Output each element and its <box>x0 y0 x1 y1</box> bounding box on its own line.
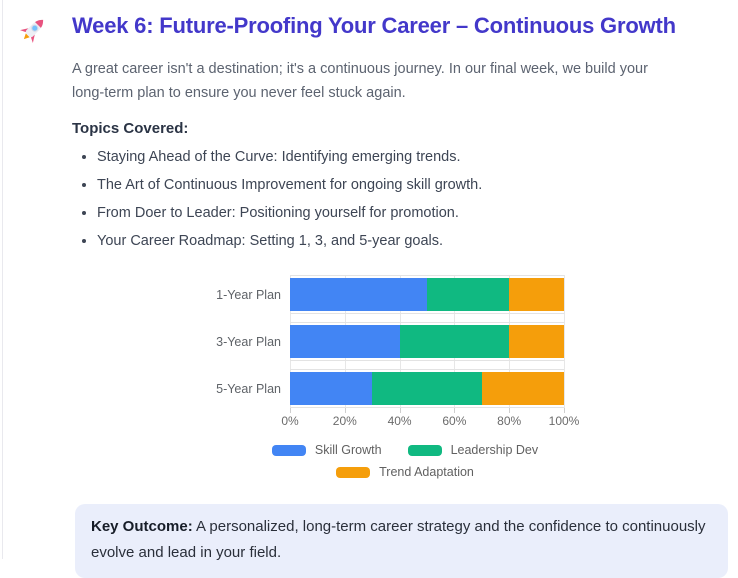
rocket-icon <box>20 19 44 43</box>
stacked-bar <box>290 278 564 311</box>
axis-tick-label: 60% <box>442 414 467 428</box>
legend-item: Skill Growth <box>271 443 382 457</box>
chart-band <box>290 369 564 408</box>
chart-x-axis: 0% 20% 40% 60% 80% 100% <box>281 408 579 430</box>
legend-item: Leadership Dev <box>407 443 539 457</box>
axis-tick-label: 0% <box>281 414 299 428</box>
chart-legend: Skill Growth Leadership Dev Trend Adaptati… <box>250 443 560 479</box>
stacked-bar <box>290 325 564 358</box>
bar-segment <box>290 325 400 358</box>
page-title: Week 6: Future-Proofing Your Career – Co… <box>72 13 676 38</box>
bar-segment <box>290 372 373 405</box>
topic-item: Staying Ahead of the Curve: Identifying … <box>97 149 738 166</box>
bar-segment <box>481 372 564 405</box>
axis-tick-mark <box>290 408 291 413</box>
card-header: Week 6: Future-Proofing Your Career – Co… <box>0 12 738 44</box>
legend-label: Skill Growth <box>314 443 382 457</box>
chart-category-label: 5-Year Plan <box>216 381 281 396</box>
card-left-border <box>2 0 3 559</box>
key-outcome-label: Key Outcome: <box>91 518 193 535</box>
axis-tick-label: 40% <box>387 414 412 428</box>
key-outcome-callout: Key Outcome: A personalized, long-term c… <box>75 504 728 578</box>
bar-segment <box>427 278 510 311</box>
chart-row: 5-Year Plan <box>205 369 605 408</box>
bar-segment <box>399 325 510 358</box>
axis-tick-label: 100% <box>548 414 580 428</box>
topic-item: Your Career Roadmap: Setting 1, 3, and 5… <box>97 233 738 250</box>
topic-item: The Art of Continuous Improvement for on… <box>97 177 738 194</box>
axis-tick-label: 20% <box>332 414 357 428</box>
key-outcome-text: A personalized, long-term career strateg… <box>91 518 706 561</box>
chart-category-label: 1-Year Plan <box>216 287 281 302</box>
axis-tick-mark <box>509 408 511 413</box>
bar-segment <box>290 278 427 311</box>
legend-label: Leadership Dev <box>450 443 539 457</box>
axis-tick-label: 80% <box>497 414 522 428</box>
chart-row: 3-Year Plan <box>205 322 605 361</box>
axis-tick-mark <box>344 408 346 413</box>
bar-segment <box>509 278 564 311</box>
legend-swatch <box>336 466 371 478</box>
gridline <box>564 275 565 408</box>
axis-tick-mark <box>564 408 565 413</box>
intro-paragraph: A great career isn't a destination; it's… <box>72 61 648 101</box>
topics-heading: Topics Covered: <box>72 120 189 137</box>
stacked-bar <box>290 372 564 405</box>
legend-item: Trend Adaptation <box>336 465 474 479</box>
topics-list: Staying Ahead of the Curve: Identifying … <box>0 149 738 250</box>
axis-tick-mark <box>454 408 456 413</box>
legend-swatch <box>407 444 442 456</box>
page: { "header": { "icon": "rocket-icon", "ti… <box>0 0 738 559</box>
chart-row: 1-Year Plan <box>205 275 605 314</box>
bar-segment <box>509 325 564 358</box>
axis-tick-mark <box>399 408 401 413</box>
chart-category-label: 3-Year Plan <box>216 334 281 349</box>
legend-swatch <box>271 444 306 456</box>
topic-item: From Doer to Leader: Positioning yoursel… <box>97 205 738 222</box>
chart-plot-area: 1-Year Plan 3-Year Plan 5-Year Plan <box>205 275 605 408</box>
career-roadmap-chart: 1-Year Plan 3-Year Plan 5-Year Plan 0% 20% 4… <box>205 275 605 479</box>
bar-segment <box>372 372 482 405</box>
chart-band <box>290 322 564 361</box>
legend-label: Trend Adaptation <box>379 465 474 479</box>
chart-band <box>290 275 564 314</box>
